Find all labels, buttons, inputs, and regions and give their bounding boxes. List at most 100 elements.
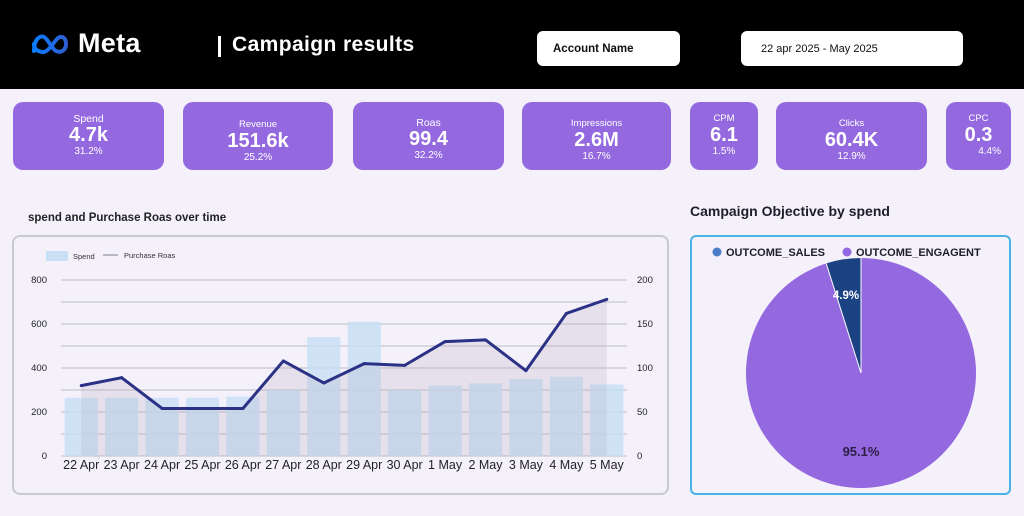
- y-right-tick-label: 200: [637, 275, 653, 286]
- kpi-label: Clicks: [838, 118, 865, 129]
- roas-point: [322, 381, 326, 385]
- pie-chart: 4.9% 95.1% OUTCOME_SALES OUTCOME_ENGAGENT: [712, 247, 981, 488]
- roas-point: [524, 369, 528, 373]
- x-tick-label: 4 May: [549, 458, 584, 472]
- kpi-label: Impressions: [570, 118, 623, 129]
- pie-chart-title: Campaign Objective by spend: [690, 203, 890, 219]
- combo-chart-panel: 0 200 400 600 800 0 50 100 150 200 22 Apr 23 Apr 24 …: [12, 235, 669, 495]
- kpi-change: 1.5%: [712, 146, 736, 157]
- kpi-change: 12.9%: [837, 151, 866, 162]
- roas-point: [605, 297, 609, 301]
- kpi-value: 4.7k: [69, 124, 108, 146]
- spend-bar: [388, 390, 422, 456]
- spend-bar: [347, 321, 381, 456]
- spend-bar: [307, 337, 341, 456]
- x-tick-label: 30 Apr: [387, 458, 423, 472]
- kpi-label: Roas: [416, 117, 441, 129]
- x-tick-label: 2 May: [468, 458, 503, 472]
- legend-spend-label: Spend: [73, 252, 95, 261]
- x-tick-label: 24 Apr: [144, 458, 180, 472]
- y-right-tick-label: 0: [637, 451, 642, 462]
- kpi-card-roas: Roas 99.4 32.2%: [353, 102, 504, 170]
- y-right-tick-label: 150: [637, 319, 653, 330]
- y-left-tick-label: 600: [31, 319, 47, 330]
- roas-point: [281, 359, 285, 363]
- legend-engagement-dot: [842, 247, 852, 257]
- kpi-change: 31.2%: [74, 146, 103, 157]
- kpi-label: CPM: [713, 113, 735, 124]
- x-tick-label: 23 Apr: [104, 458, 140, 472]
- page-title: Campaign results: [232, 33, 415, 56]
- spend-bar: [64, 397, 98, 456]
- x-tick-label: 28 Apr: [306, 458, 342, 472]
- legend-sales-label: OUTCOME_SALES: [726, 247, 825, 259]
- kpi-value: 2.6M: [574, 129, 619, 151]
- top-bar: Meta Campaign results Account Name 22 ap…: [0, 0, 1024, 89]
- kpi-value: 0.3: [964, 124, 993, 146]
- roas-point: [201, 406, 204, 410]
- spend-bar: [266, 390, 300, 456]
- y-left-tick-label: 800: [31, 275, 47, 286]
- roas-point: [403, 363, 407, 367]
- x-tick-label: 26 Apr: [225, 458, 261, 472]
- kpi-change: 25.2%: [243, 152, 273, 163]
- kpi-card-spend: Spend 4.7k 31.2%: [13, 102, 164, 170]
- legend-spend-swatch: [46, 251, 68, 261]
- roas-point: [120, 376, 124, 380]
- roas-point: [160, 406, 164, 410]
- combo-chart-title: spend and Purchase Roas over time: [28, 212, 227, 224]
- kpi-card-cpc: CPC 0.3 4.4%: [946, 102, 1011, 170]
- legend-sales-dot: [712, 247, 722, 257]
- y-right-tick-label: 50: [637, 407, 648, 418]
- x-tick-label: 5 May: [590, 458, 625, 472]
- x-tick-label: 3 May: [509, 458, 544, 472]
- kpi-value: 151.6k: [227, 130, 289, 152]
- roas-point: [443, 340, 447, 344]
- y-left-tick-label: 200: [31, 407, 47, 418]
- roas-point: [484, 338, 487, 342]
- kpi-card-revenue: Revenue 151.6k 25.2%: [183, 102, 333, 170]
- kpi-value: 99.4: [409, 128, 448, 150]
- legend-roas-label: Purchase Roas: [124, 251, 176, 260]
- brand-name: Meta: [78, 28, 141, 58]
- pie-label-sales: 4.9%: [833, 290, 859, 302]
- spend-bar: [509, 379, 543, 456]
- x-tick-label: 22 Apr: [63, 458, 99, 472]
- date-range-filter[interactable]: 22 apr 2025 - May 2025: [741, 31, 963, 66]
- combo-chart: 0 200 400 600 800 0 50 100 150 200 22 Apr 23 Apr 24 …: [31, 251, 653, 472]
- roas-point: [241, 406, 245, 410]
- x-tick-label: 27 Apr: [265, 458, 301, 472]
- roas-line: [80, 297, 608, 410]
- kpi-label: Spend: [73, 113, 104, 125]
- spend-bar: [105, 397, 139, 456]
- x-tick-label: 25 Apr: [184, 458, 220, 472]
- kpi-value: 6.1: [710, 124, 738, 146]
- kpi-label: Revenue: [238, 119, 278, 130]
- spend-bar: [590, 384, 624, 456]
- roas-point: [79, 384, 83, 388]
- roas-area: [81, 299, 607, 456]
- legend-engagement-label: OUTCOME_ENGAGENT: [856, 247, 981, 259]
- kpi-change: 16.7%: [582, 151, 611, 162]
- kpi-label: CPC: [968, 113, 989, 124]
- kpi-card-cpm: CPM 6.1 1.5%: [690, 102, 758, 170]
- kpi-card-impressions: Impressions 2.6M 16.7%: [522, 102, 671, 170]
- title-divider: [218, 36, 221, 57]
- roas-point: [362, 362, 366, 366]
- spend-bar: [549, 376, 583, 456]
- kpi-change: 32.2%: [414, 150, 443, 161]
- pie-slice-divider: [825, 263, 862, 374]
- kpi-value: 60.4K: [824, 129, 879, 151]
- spend-bar: [468, 383, 503, 456]
- account-name-filter[interactable]: Account Name: [537, 31, 680, 66]
- x-tick-label: 1 May: [428, 458, 463, 472]
- meta-logo[interactable]: Meta: [30, 28, 141, 59]
- y-left-tick-label: 0: [42, 451, 47, 462]
- y-right-tick-label: 100: [637, 363, 653, 374]
- roas-point: [564, 311, 568, 315]
- meta-infinity-icon: [32, 34, 69, 54]
- pie-chart-panel: 4.9% 95.1% OUTCOME_SALES OUTCOME_ENGAGENT: [690, 235, 1011, 495]
- y-left-tick-label: 400: [31, 363, 47, 374]
- kpi-change: 4.4%: [978, 146, 1001, 157]
- kpi-card-clicks: Clicks 60.4K 12.9%: [776, 102, 927, 170]
